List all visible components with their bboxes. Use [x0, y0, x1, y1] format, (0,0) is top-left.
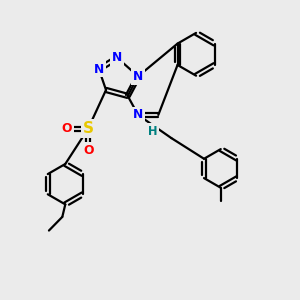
Text: N: N — [112, 51, 122, 64]
Text: O: O — [61, 122, 72, 135]
Text: N: N — [133, 108, 143, 122]
Text: H: H — [148, 125, 158, 138]
Text: N: N — [94, 63, 104, 76]
Text: O: O — [83, 143, 93, 157]
Text: S: S — [83, 121, 94, 136]
Text: N: N — [133, 70, 143, 83]
